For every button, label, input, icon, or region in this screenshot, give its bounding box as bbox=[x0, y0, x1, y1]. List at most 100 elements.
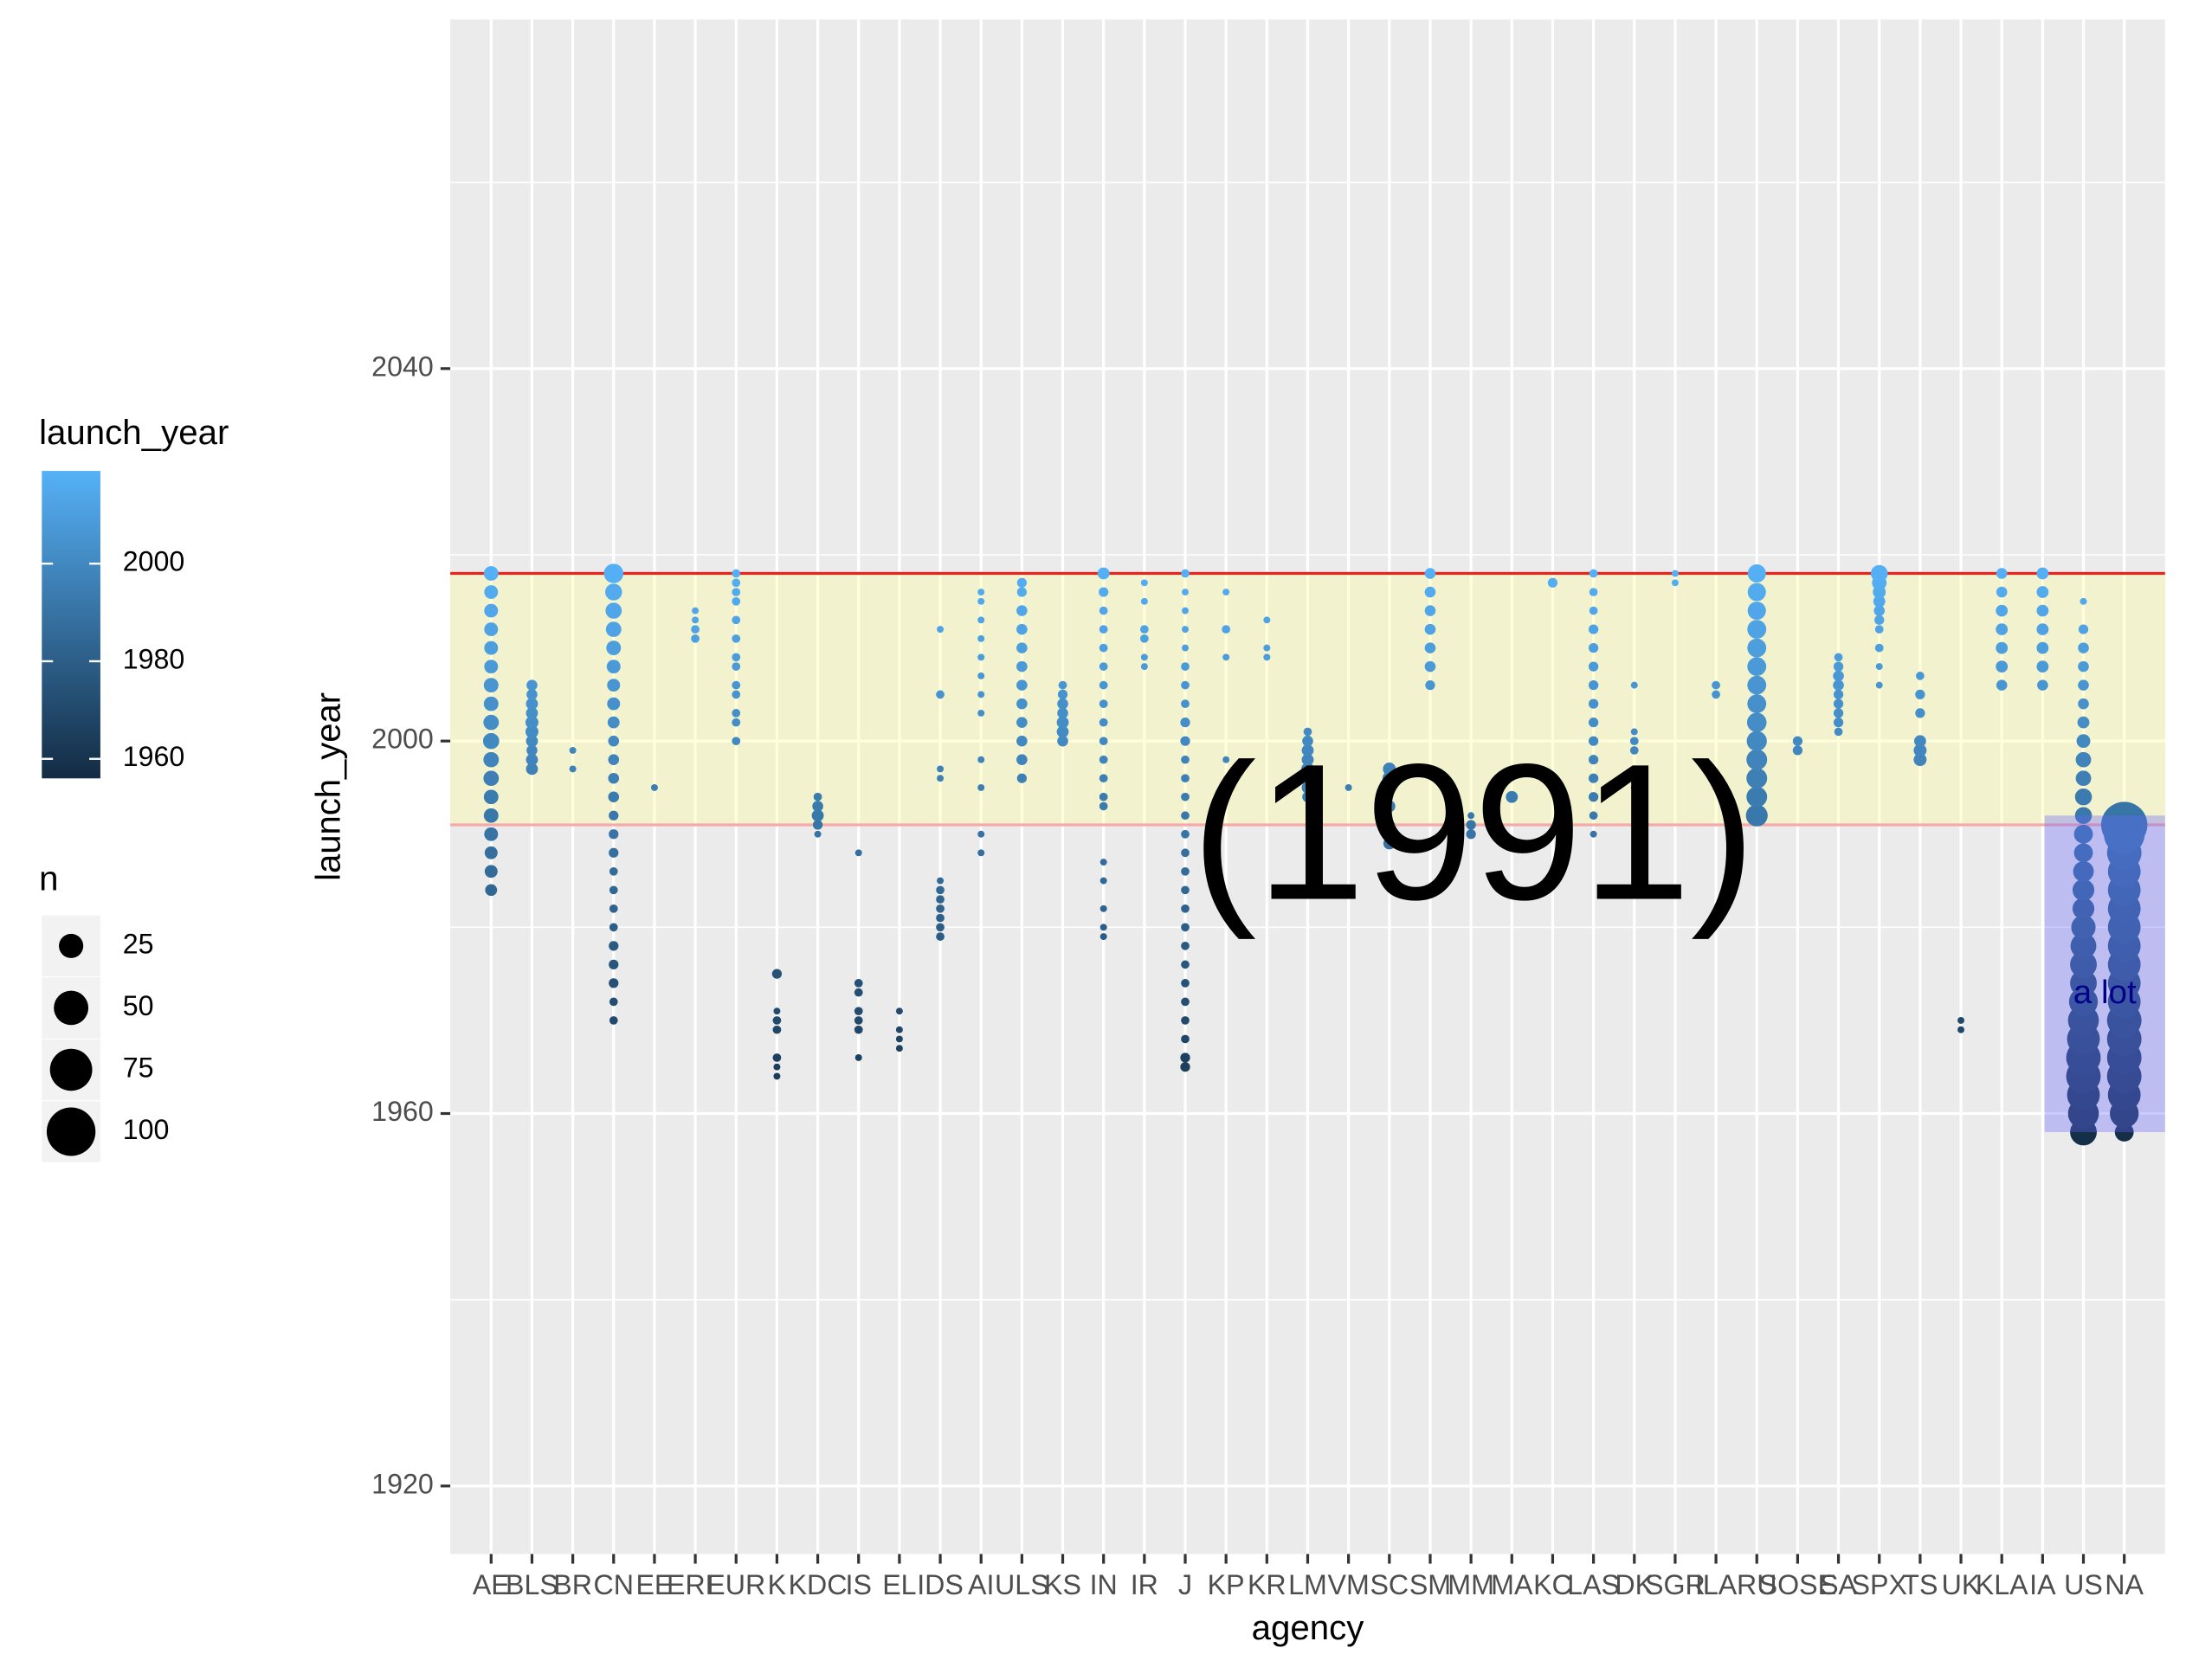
point bbox=[732, 596, 741, 606]
point bbox=[1140, 597, 1148, 605]
point bbox=[609, 866, 618, 876]
point bbox=[1099, 755, 1108, 764]
x-tick-label: SOSE bbox=[1759, 1569, 1836, 1600]
point bbox=[1181, 774, 1190, 783]
point bbox=[1222, 653, 1230, 661]
point bbox=[1181, 848, 1190, 858]
point bbox=[1425, 680, 1435, 691]
point bbox=[1016, 660, 1028, 673]
point bbox=[1745, 804, 1768, 827]
size-legend-label: 100 bbox=[123, 1114, 170, 1145]
point bbox=[936, 904, 945, 913]
point bbox=[732, 615, 741, 625]
point bbox=[1996, 604, 2009, 617]
point bbox=[526, 725, 538, 738]
x-axis-title: agency bbox=[1252, 1608, 1364, 1647]
point bbox=[692, 616, 700, 624]
point bbox=[1833, 679, 1844, 691]
point bbox=[1913, 753, 1927, 767]
point bbox=[732, 680, 741, 690]
point bbox=[1181, 960, 1190, 969]
point bbox=[1056, 725, 1069, 738]
x-tick-label: KP bbox=[1208, 1569, 1245, 1600]
point bbox=[854, 1054, 862, 1061]
point bbox=[609, 997, 618, 1007]
y-tick-label: 1960 bbox=[371, 1096, 434, 1127]
point bbox=[732, 588, 741, 596]
point bbox=[854, 849, 862, 857]
point bbox=[732, 709, 741, 718]
point bbox=[484, 660, 499, 674]
point bbox=[773, 1072, 781, 1080]
point bbox=[1301, 763, 1314, 776]
size-legend-title: n bbox=[39, 859, 58, 898]
highlight-rect bbox=[2044, 815, 2165, 1133]
point bbox=[1873, 605, 1886, 616]
point bbox=[1099, 587, 1109, 597]
point bbox=[732, 569, 741, 578]
point bbox=[1016, 577, 1028, 588]
point bbox=[1746, 712, 1767, 732]
point bbox=[1016, 773, 1028, 783]
point bbox=[2078, 624, 2089, 634]
point bbox=[1382, 771, 1396, 786]
point bbox=[937, 765, 945, 773]
point bbox=[1016, 605, 1028, 616]
point bbox=[895, 1035, 903, 1043]
point bbox=[1424, 605, 1436, 616]
point bbox=[2078, 679, 2089, 691]
point bbox=[483, 789, 499, 805]
x-tick-label: MM bbox=[1448, 1569, 1494, 1600]
point bbox=[1913, 743, 1927, 757]
point bbox=[1629, 737, 1639, 746]
x-tick-label: SM bbox=[1409, 1569, 1451, 1600]
x-tick-label: CN bbox=[594, 1569, 635, 1600]
point bbox=[1016, 735, 1028, 747]
point bbox=[691, 625, 700, 634]
point bbox=[1222, 625, 1231, 634]
x-tick-label: SC bbox=[1370, 1569, 1409, 1600]
point bbox=[936, 885, 945, 895]
y-axis-title: launch_year bbox=[308, 692, 347, 881]
point bbox=[609, 959, 619, 969]
point bbox=[732, 718, 741, 727]
point bbox=[2077, 716, 2090, 729]
point bbox=[1874, 615, 1885, 625]
point bbox=[1139, 634, 1149, 643]
point bbox=[609, 941, 619, 951]
point bbox=[2036, 660, 2049, 673]
point bbox=[732, 653, 741, 662]
point bbox=[1056, 716, 1069, 729]
point bbox=[691, 634, 700, 643]
point bbox=[1383, 819, 1396, 831]
point bbox=[1671, 579, 1679, 587]
x-tick-label: K bbox=[768, 1569, 787, 1600]
point bbox=[895, 1007, 903, 1015]
point bbox=[1874, 643, 1884, 653]
point bbox=[854, 988, 863, 997]
point bbox=[1181, 792, 1190, 801]
point bbox=[1671, 570, 1679, 577]
point bbox=[1630, 681, 1638, 689]
point bbox=[609, 978, 619, 988]
point bbox=[812, 820, 823, 830]
point bbox=[854, 1025, 863, 1034]
point bbox=[1712, 680, 1720, 690]
point bbox=[1747, 675, 1767, 695]
point bbox=[1344, 784, 1352, 791]
point bbox=[936, 913, 945, 923]
point bbox=[650, 784, 658, 791]
point bbox=[483, 566, 499, 581]
point bbox=[2036, 567, 2049, 580]
x-tick-label: KS bbox=[1044, 1569, 1081, 1600]
point bbox=[1263, 644, 1271, 652]
x-tick-label: US bbox=[2064, 1569, 2103, 1600]
point bbox=[854, 979, 863, 988]
x-tick-label: KC bbox=[1533, 1569, 1572, 1600]
point bbox=[609, 847, 619, 858]
point bbox=[1915, 708, 1925, 718]
point bbox=[2070, 951, 2097, 978]
point bbox=[1016, 623, 1028, 635]
point bbox=[483, 678, 499, 693]
point bbox=[1099, 625, 1108, 634]
